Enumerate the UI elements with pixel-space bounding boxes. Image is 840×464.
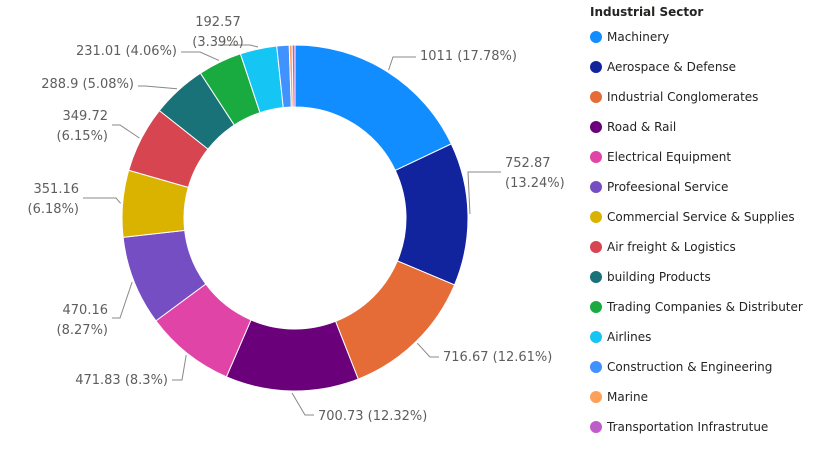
data-label: 351.16 (6.18%) xyxy=(28,182,79,217)
legend-label: Air freight & Logistics xyxy=(607,240,736,254)
data-label: 470.16 (8.27%) xyxy=(57,303,108,338)
legend-label: Transportation Infrastrutue xyxy=(607,420,769,434)
legend-item[interactable]: Commercial Service & Supplies xyxy=(590,202,838,232)
legend-label: Road & Rail xyxy=(607,120,677,134)
legend-item[interactable]: Transportation Infrastrutue xyxy=(590,412,838,442)
data-label: 716.67 (12.61%) xyxy=(443,350,552,365)
slice-aerospace-defense[interactable] xyxy=(394,143,469,286)
legend-item[interactable]: Industrial Conglomerates xyxy=(590,82,838,112)
legend-item[interactable]: Construction & Engineering xyxy=(590,352,838,382)
legend-marker xyxy=(590,31,602,43)
legend-label: Airlines xyxy=(607,330,652,344)
legend-item[interactable]: Road & Rail xyxy=(590,112,838,142)
leader-line xyxy=(138,85,178,90)
leader-line xyxy=(467,171,501,215)
data-label: 349.72 (6.15%) xyxy=(57,109,108,144)
legend-item[interactable]: Marine xyxy=(590,382,838,412)
data-label: 752.87 (13.24%) xyxy=(505,156,565,191)
legend-item[interactable]: Electrical Equipment xyxy=(590,142,838,172)
leader-line xyxy=(83,197,121,204)
slice-industrial-conglomerates[interactable] xyxy=(334,260,456,380)
legend-marker xyxy=(590,211,602,223)
legend-label: Machinery xyxy=(607,30,670,44)
data-label: 231.01 (4.06%) xyxy=(76,44,177,59)
legend-marker xyxy=(590,241,602,253)
legend-item[interactable]: Trading Companies & Distributer xyxy=(590,292,838,322)
data-label: 1011 (17.78%) xyxy=(420,49,517,64)
legend-label: Profeesional Service xyxy=(607,180,729,194)
legend-label: Industrial Conglomerates xyxy=(607,90,759,104)
legend-marker xyxy=(590,391,602,403)
legend-marker xyxy=(590,421,602,433)
legend-label: building Products xyxy=(607,270,711,284)
leader-line xyxy=(112,124,140,139)
legend-label: Aerospace & Defense xyxy=(607,60,737,74)
legend-item[interactable]: Aerospace & Defense xyxy=(590,52,838,82)
legend-item[interactable]: Air freight & Logistics xyxy=(590,232,838,262)
legend-label: Commercial Service & Supplies xyxy=(607,210,795,224)
legend-item[interactable]: Machinery xyxy=(590,22,838,52)
leader-line xyxy=(291,392,314,416)
legend-marker xyxy=(590,61,602,73)
legend-marker xyxy=(590,301,602,313)
legend-marker xyxy=(590,271,602,283)
leader-line xyxy=(218,44,259,48)
legend-label: Electrical Equipment xyxy=(607,150,732,164)
legend-item[interactable]: building Products xyxy=(590,262,838,292)
legend-title: Industrial Sector xyxy=(590,5,704,19)
slice-transportation-infrastrutue[interactable] xyxy=(291,44,296,108)
legend-marker xyxy=(590,361,602,373)
legend-item[interactable]: Airlines xyxy=(590,322,838,352)
leader-line xyxy=(172,354,187,381)
leader-line xyxy=(388,56,416,71)
legend-marker xyxy=(590,181,602,193)
leader-line xyxy=(112,281,133,319)
legend-label: Marine xyxy=(607,390,648,404)
legend-item[interactable]: Profeesional Service xyxy=(590,172,838,202)
data-label: 192.57 (3.39%) xyxy=(192,15,243,50)
leader-line xyxy=(181,51,220,61)
legend-marker xyxy=(590,331,602,343)
legend-marker xyxy=(590,151,602,163)
data-label: 700.73 (12.32%) xyxy=(318,409,427,424)
data-label: 471.83 (8.3%) xyxy=(75,373,168,388)
leader-line xyxy=(416,342,439,358)
legend-marker xyxy=(590,91,602,103)
legend-marker xyxy=(590,121,602,133)
legend-label: Construction & Engineering xyxy=(607,360,773,374)
legend-label: Trading Companies & Distributer xyxy=(607,300,803,314)
legend: Industrial Sector Machinery Aerospace & D… xyxy=(590,2,838,442)
data-label: 288.9 (5.08%) xyxy=(41,77,134,92)
donut-chart: 1011 (17.78%) 752.87 (13.24%) 716.67 (12.61… xyxy=(28,15,565,424)
